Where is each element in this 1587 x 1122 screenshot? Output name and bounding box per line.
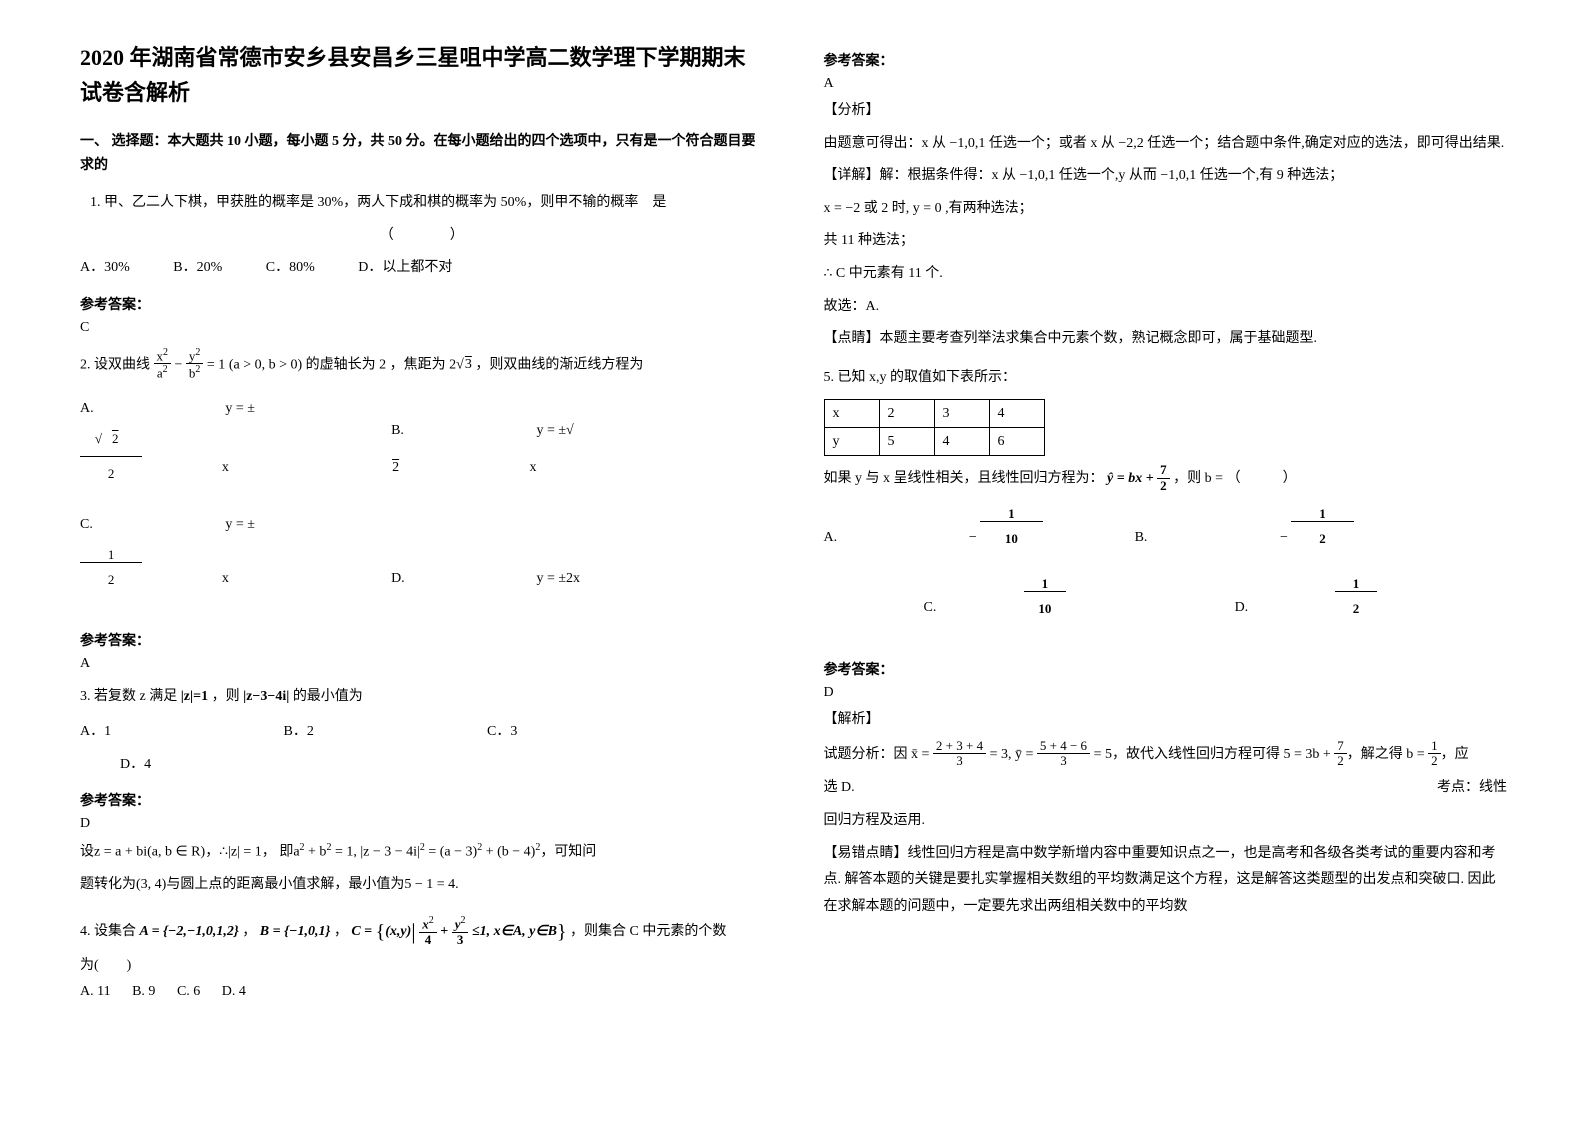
q3-options: A．1 B．2 C．3 D．4 <box>80 719 764 778</box>
q4-xiangjie: 【详解】解：根据条件得：x 从 −1,0,1 任选一个,y 从而 −1,0,1 … <box>824 163 1508 190</box>
q3-opt-d: D．4 <box>80 752 764 779</box>
q5-t-r1c3: 3 <box>934 400 989 428</box>
q3-abs-expr: |z−3−4i| <box>243 689 289 704</box>
q4-set-c-pre: C = <box>351 924 372 939</box>
q3-solution-1: 设z = a + bi(a, b ∈ R)，∴|z| = 1， 即a2 + b2… <box>80 838 764 866</box>
table-row: y 5 4 6 <box>824 428 1044 456</box>
q3-mid2: ，则 <box>212 689 240 704</box>
q5-ref-label: 参考答案： <box>824 659 1508 679</box>
q1-opt-a: A．30% <box>80 255 130 282</box>
table-row: x 2 3 4 <box>824 400 1044 428</box>
q5-select: 选 D. 考点：线性 <box>824 775 1508 802</box>
q4-line3: 共 11 种选法； <box>824 228 1508 255</box>
q1-opt-c: C．80% <box>266 255 315 282</box>
q2-mid3: ，则双曲线的渐近线方程为 <box>475 357 643 372</box>
q5-kaodian: 考点：线性 <box>1437 775 1507 802</box>
q5-yicuo: 【易错点睛】线性回归方程是高中数学新增内容中重要知识点之一，也是高考和各级各类考… <box>824 841 1508 921</box>
q5-stem: 5. 已知 x,y 的取值如下表所示： <box>824 365 1508 392</box>
q5-jiexi-label: 【解析】 <box>824 707 1508 734</box>
page-title: 2020 年湖南省常德市安乡县安昌乡三星咀中学高二数学理下学期期末试卷含解析 <box>80 40 764 110</box>
q1-ref-label: 参考答案： <box>80 294 764 314</box>
question-1: 1. 甲、乙二人下棋，甲获胜的概率是 30%，两人下成和棋的概率为 50%，则甲… <box>80 190 764 282</box>
q4-ref-label: 参考答案： <box>824 50 1508 70</box>
q5-opt-a: A. − 110 <box>824 508 1132 568</box>
q2-opt-c: C. y = ± 12 x <box>80 512 388 608</box>
q4-set-b: B = {−1,0,1} <box>260 924 331 939</box>
q3-opt-a: A．1 <box>80 719 240 746</box>
q4-tail2: 为( ) <box>80 953 764 980</box>
q2-frac-x: x2a2 <box>154 347 172 381</box>
q5-huigui: 回归方程及运用. <box>824 808 1508 835</box>
q2-frac-y: y2b2 <box>186 347 204 381</box>
q4-line2: x = −2 或 2 时, y = 0 ,有两种选法； <box>824 196 1508 223</box>
section-1-heading: 一、 选择题：本大题共 10 小题，每小题 5 分，共 50 分。在每小题给出的… <box>80 130 764 178</box>
q5-options: A. − 110 B. − 12 C. 110 D. 12 <box>824 508 1508 647</box>
q5-opt-b: B. − 12 <box>1135 508 1443 568</box>
q4-opt-d: D. 4 <box>222 979 246 1006</box>
q5-answer: D <box>824 685 1508 701</box>
q1-answer: C <box>80 320 764 336</box>
q4-line4: ∴ C 中元素有 11 个. <box>824 261 1508 288</box>
question-5: 5. 已知 x,y 的取值如下表所示： x 2 3 4 y 5 4 6 如果 y… <box>824 365 1508 647</box>
q5-t-r1c1: x <box>824 400 879 428</box>
q2-pre: 2. 设双曲线 <box>80 357 150 372</box>
q3-mid4: 的最小值为 <box>293 689 363 704</box>
q3-abs-z: |z|=1 <box>181 689 208 704</box>
q4-options: A. 11 B. 9 C. 6 D. 4 <box>80 979 764 1006</box>
q4-dianjing: 【点睛】本题主要考查列举法求集合中元素个数，熟记概念即可，属于基础题型. <box>824 326 1508 353</box>
q3-solution-2: 题转化为(3, 4)与圆上点的距离最小值求解，最小值为5 − 1 = 4. <box>80 872 764 899</box>
q4-opt-a: A. 11 <box>80 979 111 1006</box>
question-4: 4. 设集合 A = {−2,−1,0,1,2} ， B = {−1,0,1} … <box>80 911 764 1006</box>
q5-opt-d: D. 12 <box>1135 578 1443 638</box>
q5-t-r2c2: 5 <box>879 428 934 456</box>
q4-tail: ，则集合 C 中元素的个数 <box>570 924 726 939</box>
q3-ref-label: 参考答案： <box>80 790 764 810</box>
q4-opt-c: C. 6 <box>177 979 200 1006</box>
q4-fenxi-body: 由题意可得出：x 从 −1,0,1 任选一个；或者 x 从 −2,2 任选一个；… <box>824 131 1508 158</box>
q4-opt-b: B. 9 <box>132 979 155 1006</box>
q3-pre: 3. 若复数 z 满足 <box>80 689 177 704</box>
q2-options: A. y = ± √22 x B. y = ±√2x C. y = ± 12 x… <box>80 396 764 618</box>
q4-answer: A <box>824 76 1508 92</box>
q5-table: x 2 3 4 y 5 4 6 <box>824 399 1045 456</box>
q1-stem: 1. 甲、乙二人下棋，甲获胜的概率是 30%，两人下成和棋的概率为 50%，则甲… <box>80 190 764 217</box>
q4-fenxi-label: 【分析】 <box>824 98 1508 125</box>
q1-options: A．30% B．20% C．80% D．以上都不对 <box>80 255 764 282</box>
q5-t-r2c1: y <box>824 428 879 456</box>
q5-t-r1c4: 4 <box>989 400 1044 428</box>
q5-t-r2c4: 6 <box>989 428 1044 456</box>
q3-opt-b: B．2 <box>284 719 444 746</box>
q2-mid1: (a > 0, b > 0) <box>229 357 302 372</box>
q3-answer: D <box>80 816 764 832</box>
q4-line5: 故选：A. <box>824 294 1508 321</box>
q2-ref-label: 参考答案： <box>80 630 764 650</box>
q2-opt-a: A. y = ± √22 x <box>80 396 388 502</box>
q4-pre: 4. 设集合 <box>80 924 140 939</box>
q4-set-a: A = {−2,−1,0,1,2} <box>140 924 239 939</box>
q1-paren: （ ） <box>80 223 764 250</box>
q2-mid2: 的虚轴长为 2 ，焦距为 2 <box>306 357 457 372</box>
q5-line2: 如果 y 与 x 呈线性相关，且线性回归方程为： ŷ = bx + 72 ，则 … <box>824 464 1508 494</box>
q5-opt-c: C. 110 <box>824 578 1132 638</box>
q2-opt-d: D. y = ±2x <box>391 566 699 603</box>
question-2: 2. 设双曲线 x2a2 − y2b2 = 1 (a > 0, b > 0) 的… <box>80 348 764 619</box>
q5-jiexi-line: 试题分析：因 x̄ = 2 + 3 + 43 = 3, ȳ = 5 + 4 − … <box>824 740 1508 770</box>
q3-opt-c: C．3 <box>487 719 647 746</box>
q2-answer: A <box>80 656 764 672</box>
q2-opt-b: B. y = ±√2x <box>391 418 699 491</box>
q5-t-r1c2: 2 <box>879 400 934 428</box>
q1-opt-d: D．以上都不对 <box>358 255 452 282</box>
question-3: 3. 若复数 z 满足 |z|=1 ，则 |z−3−4i| 的最小值为 A．1 … <box>80 684 764 778</box>
q5-t-r2c3: 4 <box>934 428 989 456</box>
q1-opt-b: B．20% <box>173 255 222 282</box>
